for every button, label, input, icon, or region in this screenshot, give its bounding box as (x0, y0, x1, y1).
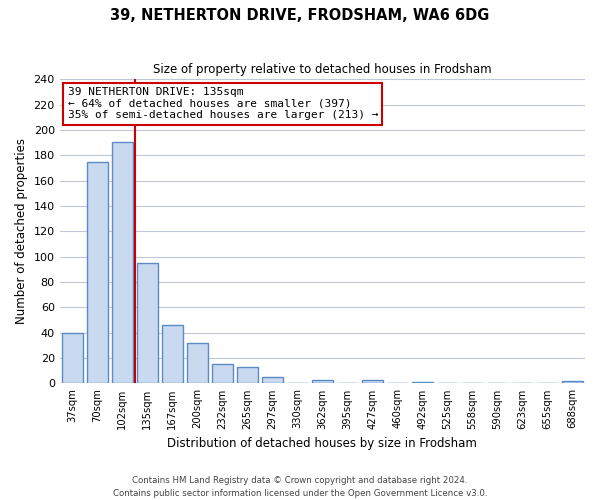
Bar (262, 377, 283, 384)
X-axis label: Distribution of detached houses by size in Frodsham: Distribution of detached houses by size … (167, 437, 477, 450)
Bar (562, 381, 583, 384)
Title: Size of property relative to detached houses in Frodsham: Size of property relative to detached ho… (153, 62, 491, 76)
Bar (312, 380, 333, 384)
Bar (112, 142, 133, 384)
Bar (137, 263, 158, 384)
Bar (412, 382, 433, 384)
Y-axis label: Number of detached properties: Number of detached properties (15, 138, 28, 324)
Bar (161, 325, 183, 384)
Text: 39, NETHERTON DRIVE, FRODSHAM, WA6 6DG: 39, NETHERTON DRIVE, FRODSHAM, WA6 6DG (110, 8, 490, 22)
Bar (362, 380, 383, 384)
Bar (86, 162, 108, 384)
Bar (236, 367, 258, 384)
Text: Contains HM Land Registry data © Crown copyright and database right 2024.
Contai: Contains HM Land Registry data © Crown c… (113, 476, 487, 498)
Bar (212, 364, 233, 384)
Bar (187, 343, 208, 384)
Bar (62, 333, 83, 384)
Text: 39 NETHERTON DRIVE: 135sqm
← 64% of detached houses are smaller (397)
35% of sem: 39 NETHERTON DRIVE: 135sqm ← 64% of deta… (68, 87, 378, 120)
